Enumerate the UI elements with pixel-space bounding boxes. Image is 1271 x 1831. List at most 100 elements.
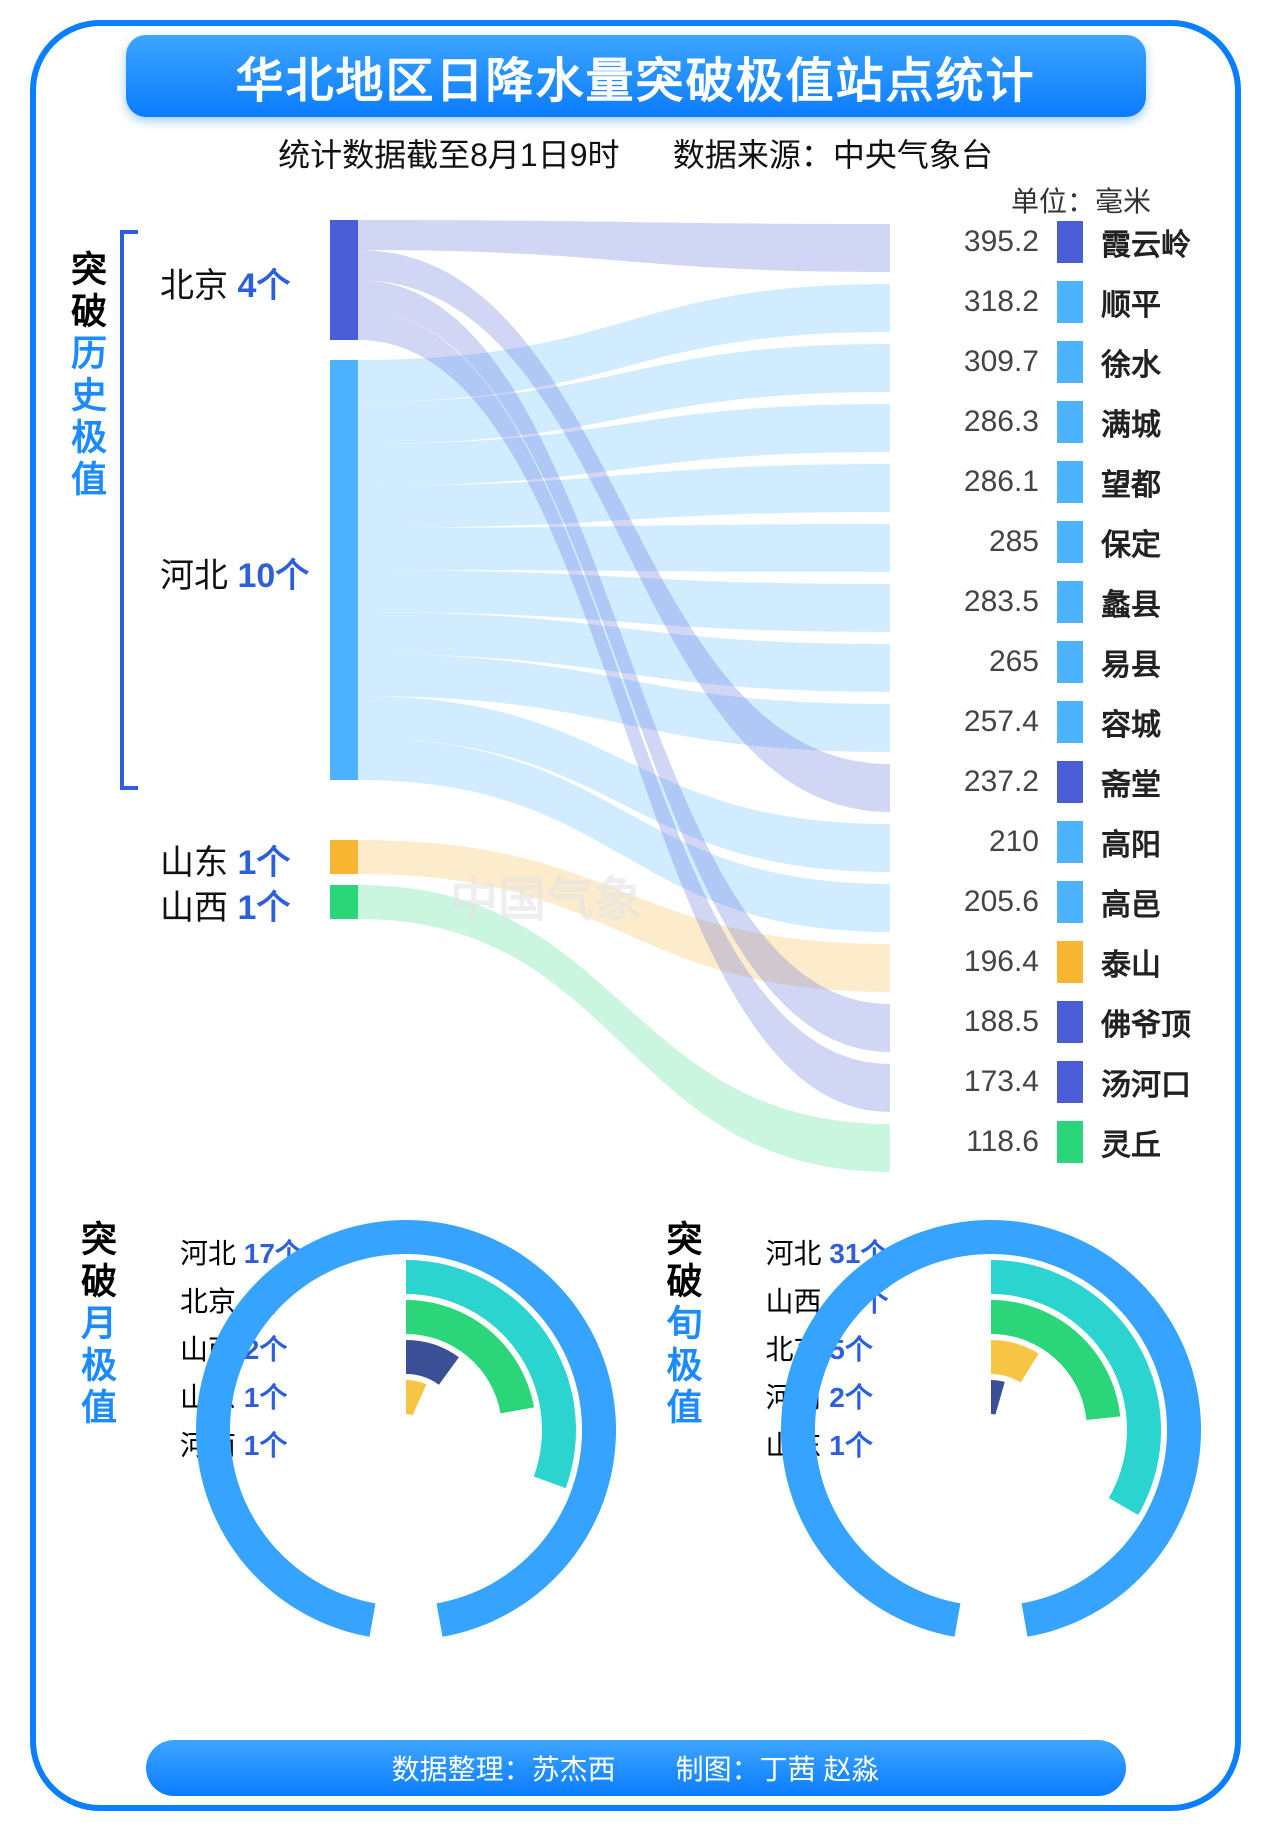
- left-node-bar: [330, 220, 358, 340]
- left-label: 山东: [160, 844, 237, 882]
- radial-arc: [991, 1380, 1005, 1415]
- left-count: 1个: [237, 844, 290, 882]
- radial-arc: [406, 1340, 459, 1385]
- bracket-line: [120, 230, 124, 790]
- sankey-chart: 突破历史极值 北京 4个河北 10个山东 1个山西 1个 395.2霞云岭318…: [70, 220, 1201, 1180]
- left-node-bar: [330, 360, 358, 780]
- right-name: 佛爷顶: [1101, 1000, 1201, 1044]
- right-row: 173.4 汤河口: [929, 1060, 1201, 1104]
- right-name: 泰山: [1101, 940, 1201, 984]
- right-name: 徐水: [1101, 340, 1201, 384]
- left-node-bar: [330, 840, 358, 874]
- right-swatch: [1057, 1061, 1083, 1103]
- right-name: 易县: [1101, 640, 1201, 684]
- footer-left: 数据整理：苏杰西: [392, 1748, 616, 1788]
- sankey-flow: [358, 250, 890, 812]
- right-value: 286.3: [929, 405, 1039, 439]
- right-row: 318.2 顺平: [929, 280, 1201, 324]
- sankey-flow: [358, 464, 890, 528]
- right-swatch: [1057, 401, 1083, 443]
- sankey-flow: [358, 404, 890, 486]
- left-group-label: 山东 1个: [160, 835, 290, 884]
- left-count: 4个: [237, 267, 290, 305]
- right-name: 高邑: [1101, 880, 1201, 924]
- subtitle-left: 统计数据截至8月1日9时: [278, 137, 619, 173]
- radial-section: 突破月极值河北 17个北京 4个山西 2个山东 1个河南 1个 突破旬极值河北 …: [70, 1200, 1201, 1700]
- right-name: 蠡县: [1101, 580, 1201, 624]
- right-value: 285: [929, 525, 1039, 559]
- right-row: 205.6 高邑: [929, 880, 1201, 924]
- right-swatch: [1057, 701, 1083, 743]
- right-swatch: [1057, 221, 1083, 263]
- hist-pre: 突破: [66, 250, 107, 334]
- right-row: 210高阳: [929, 820, 1201, 864]
- sankey-flow: [358, 524, 890, 572]
- footer-right: 制图：丁茜 赵淼: [676, 1748, 880, 1788]
- subtitle-row: 统计数据截至8月1日9时 数据来源：中央气象台: [0, 130, 1271, 176]
- right-row: 286.3 满城: [929, 400, 1201, 444]
- sankey-flow: [358, 696, 890, 872]
- left-count: 10个: [237, 557, 309, 595]
- left-group-label: 河北 10个: [160, 548, 309, 597]
- radial-monthly: 突破月极值河北 17个北京 4个山西 2个山东 1个河南 1个: [70, 1200, 616, 1700]
- right-swatch: [1057, 821, 1083, 863]
- right-value: 395.2: [929, 225, 1039, 259]
- subtitle-right: 数据来源：中央气象台: [673, 137, 993, 173]
- left-node-bar: [330, 885, 358, 919]
- right-swatch: [1057, 341, 1083, 383]
- sankey-flow: [358, 612, 890, 692]
- right-row: 395.2霞云岭: [929, 220, 1201, 264]
- right-row: 257.4 容城: [929, 700, 1201, 744]
- unit-label: 单位：毫米: [1011, 180, 1151, 220]
- right-row: 283.5 蠡县: [929, 580, 1201, 624]
- right-name: 灵丘: [1101, 1120, 1201, 1164]
- right-value: 286.1: [929, 465, 1039, 499]
- right-value: 318.2: [929, 285, 1039, 319]
- radial-arc: [991, 1340, 1039, 1383]
- sankey-flow: [358, 344, 890, 444]
- right-value: 210: [929, 825, 1039, 859]
- right-value: 283.5: [929, 585, 1039, 619]
- sankey-flow: [358, 310, 890, 1112]
- radial-arc: [406, 1380, 426, 1415]
- right-swatch: [1057, 941, 1083, 983]
- right-row: 188.5 佛爷顶: [929, 1000, 1201, 1044]
- right-value: 188.5: [929, 1005, 1039, 1039]
- title-text: 华北地区日降水量突破极值站点统计: [235, 41, 1035, 111]
- right-row: 265 易县: [929, 640, 1201, 684]
- right-swatch: [1057, 461, 1083, 503]
- right-name: 保定: [1101, 520, 1201, 564]
- right-name: 顺平: [1101, 280, 1201, 324]
- left-count: 1个: [237, 889, 290, 927]
- right-value: 257.4: [929, 705, 1039, 739]
- right-swatch: [1057, 581, 1083, 623]
- sankey-flow: [358, 284, 890, 402]
- right-row: 309.7 徐水: [929, 340, 1201, 384]
- right-value: 196.4: [929, 945, 1039, 979]
- sankey-flow: [358, 280, 890, 1052]
- right-name: 望都: [1101, 460, 1201, 504]
- right-value: 118.6: [929, 1125, 1039, 1159]
- right-value: 265: [929, 645, 1039, 679]
- sankey-flow: [358, 220, 890, 272]
- radial-label: 突破旬极值: [656, 1220, 708, 1430]
- right-value: 205.6: [929, 885, 1039, 919]
- right-name: 斋堂: [1101, 760, 1201, 804]
- right-swatch: [1057, 521, 1083, 563]
- title-banner: 华北地区日降水量突破极值站点统计: [126, 35, 1146, 117]
- radial-chart: [176, 1200, 636, 1660]
- right-row: 286.1 望都: [929, 460, 1201, 504]
- right-name: 容城: [1101, 700, 1201, 744]
- right-name: 满城: [1101, 400, 1201, 444]
- left-label: 北京: [160, 267, 237, 305]
- left-label: 河北: [160, 557, 237, 595]
- right-value: 309.7: [929, 345, 1039, 379]
- right-value: 237.2: [929, 765, 1039, 799]
- sankey-flow: [358, 570, 890, 632]
- right-swatch: [1057, 761, 1083, 803]
- right-value: 173.4: [929, 1065, 1039, 1099]
- hist-accent: 历史极值: [66, 334, 107, 502]
- right-name: 汤河口: [1101, 1060, 1201, 1104]
- right-swatch: [1057, 881, 1083, 923]
- footer-banner: 数据整理：苏杰西 制图：丁茜 赵淼: [146, 1740, 1126, 1796]
